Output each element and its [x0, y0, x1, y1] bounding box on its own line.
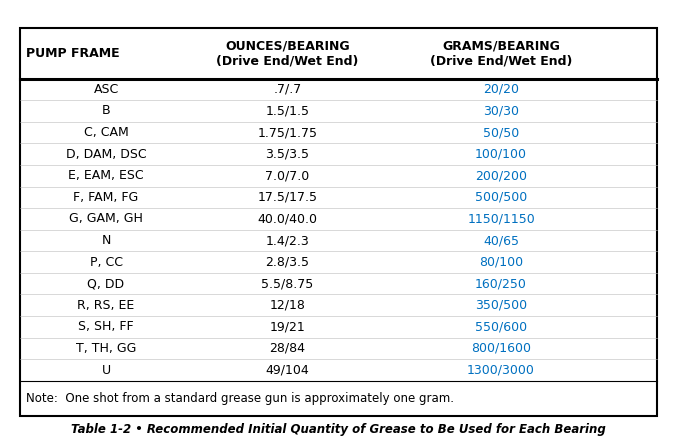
Text: ASC: ASC [93, 83, 118, 96]
Text: F, FAM, FG: F, FAM, FG [73, 191, 139, 204]
Text: 550/600: 550/600 [475, 321, 527, 333]
Text: 350/500: 350/500 [475, 299, 527, 312]
Text: 50/50: 50/50 [483, 126, 519, 139]
Text: GRAMS/BEARING
(Drive End/Wet End): GRAMS/BEARING (Drive End/Wet End) [430, 39, 572, 67]
Text: B: B [102, 104, 110, 118]
Text: Table 1-2 • Recommended Initial Quantity of Grease to Be Used for Each Bearing: Table 1-2 • Recommended Initial Quantity… [71, 423, 606, 436]
Text: 100/100: 100/100 [475, 148, 527, 161]
Text: 3.5/3.5: 3.5/3.5 [265, 148, 309, 161]
Text: 30/30: 30/30 [483, 104, 519, 118]
Text: E, EAM, ESC: E, EAM, ESC [68, 169, 144, 182]
Text: R, RS, EE: R, RS, EE [77, 299, 135, 312]
Text: 1.4/2.3: 1.4/2.3 [265, 234, 309, 247]
Text: P, CC: P, CC [89, 256, 123, 269]
Text: .7/.7: .7/.7 [274, 83, 302, 96]
Text: 12/18: 12/18 [269, 299, 305, 312]
Text: G, GAM, GH: G, GAM, GH [69, 212, 143, 226]
Text: 28/84: 28/84 [269, 342, 305, 355]
Text: 1.75/1.75: 1.75/1.75 [257, 126, 318, 139]
Text: T, TH, GG: T, TH, GG [76, 342, 136, 355]
Text: 17.5/17.5: 17.5/17.5 [257, 191, 318, 204]
Text: 40/65: 40/65 [483, 234, 519, 247]
Text: 160/250: 160/250 [475, 277, 527, 290]
Text: 500/500: 500/500 [475, 191, 527, 204]
Text: 2.8/3.5: 2.8/3.5 [265, 256, 309, 269]
Text: 800/1600: 800/1600 [471, 342, 531, 355]
Text: 20/20: 20/20 [483, 83, 519, 96]
Text: 5.5/8.75: 5.5/8.75 [261, 277, 313, 290]
Text: 49/104: 49/104 [265, 364, 309, 377]
Text: Note:  One shot from a standard grease gun is approximately one gram.: Note: One shot from a standard grease gu… [26, 392, 454, 405]
Text: S, SH, FF: S, SH, FF [79, 321, 134, 333]
Text: 1150/1150: 1150/1150 [467, 212, 535, 226]
Text: 7.0/7.0: 7.0/7.0 [265, 169, 309, 182]
Text: PUMP FRAME: PUMP FRAME [26, 47, 120, 60]
Text: 19/21: 19/21 [269, 321, 305, 333]
Text: U: U [102, 364, 110, 377]
Text: D, DAM, DSC: D, DAM, DSC [66, 148, 146, 161]
Text: Q, DD: Q, DD [87, 277, 125, 290]
Text: 1300/3000: 1300/3000 [467, 364, 535, 377]
Bar [20, 28, 657, 416]
Text: 80/100: 80/100 [479, 256, 523, 269]
Text: N: N [102, 234, 111, 247]
Text: OUNCES/BEARING
(Drive End/Wet End): OUNCES/BEARING (Drive End/Wet End) [217, 39, 359, 67]
Text: 40.0/40.0: 40.0/40.0 [257, 212, 318, 226]
Text: 200/200: 200/200 [475, 169, 527, 182]
Text: 1.5/1.5: 1.5/1.5 [265, 104, 309, 118]
Text: C, CAM: C, CAM [84, 126, 129, 139]
